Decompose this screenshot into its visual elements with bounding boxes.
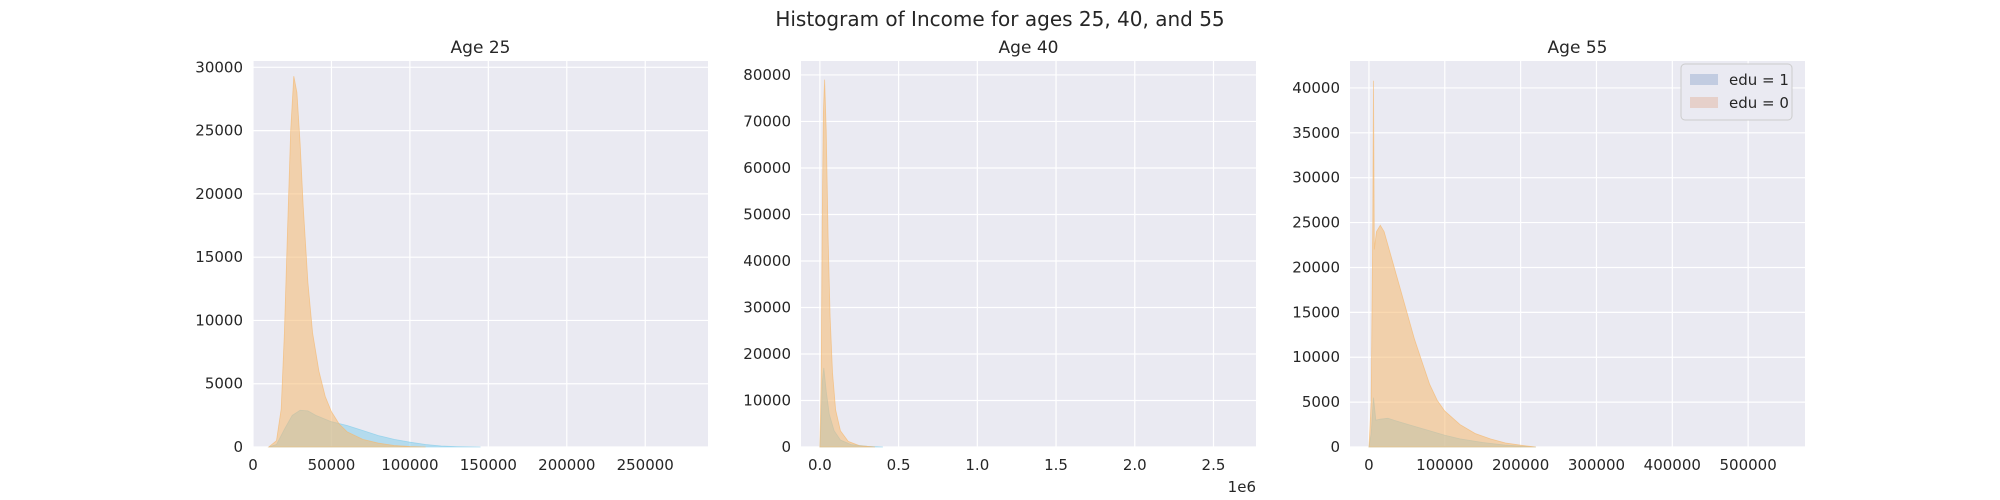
- plot-background: [801, 61, 1256, 447]
- panel-age-55: 0 100000 200000 300000 400000 500000 0 5000 1000…: [1292, 38, 1805, 474]
- x-tick-label: 250000: [617, 456, 674, 474]
- x-tick-label: 1.0: [965, 456, 989, 474]
- legend-box: [1680, 63, 1793, 121]
- y-tick-label: 50000: [743, 205, 791, 223]
- panel-age-25: 0 50000 100000 150000 200000 250000 0 5000 10000…: [195, 38, 708, 474]
- x-tick-label: 2.5: [1202, 456, 1226, 474]
- x-tick-label: 200000: [1492, 456, 1549, 474]
- legend-label-edu1: edu = 1: [1729, 71, 1789, 89]
- legend-swatch-edu0: [1690, 97, 1718, 108]
- y-tick-label: 10000: [743, 391, 791, 409]
- grid-lines: [252, 61, 708, 448]
- y-tick-label: 5000: [1302, 393, 1340, 411]
- y-tick-label: 25000: [195, 122, 243, 140]
- x-tick-label: 200000: [538, 456, 595, 474]
- x-tick-label: 500000: [1719, 456, 1776, 474]
- y-tick-label: 70000: [743, 112, 791, 130]
- y-tick-label: 30000: [743, 298, 791, 316]
- legend: edu = 1 edu = 0: [1680, 63, 1793, 121]
- x-tick-label: 2.0: [1123, 456, 1147, 474]
- panel-title: Age 55: [1548, 38, 1608, 58]
- y-tick-label: 30000: [195, 58, 243, 76]
- y-tick-label: 20000: [1292, 258, 1340, 276]
- histogram-edu0: [819, 79, 876, 448]
- x-tick-label: 150000: [460, 456, 517, 474]
- y-tick-label: 10000: [1292, 348, 1340, 366]
- panel-title: Age 40: [999, 38, 1059, 58]
- figure-suptitle: Histogram of Income for ages 25, 40, and…: [775, 7, 1224, 31]
- x-tick-label: 0: [248, 456, 258, 474]
- x-tick-label: 50000: [308, 456, 356, 474]
- x-tick-label: 1.5: [1044, 456, 1068, 474]
- y-tick-label: 0: [781, 438, 791, 456]
- x-tick-label: 0.5: [887, 456, 911, 474]
- y-tick-label: 30000: [1292, 169, 1340, 187]
- y-tick-label: 60000: [743, 159, 791, 177]
- y-tick-label: 15000: [1292, 303, 1340, 321]
- x-tick-label: 0: [1364, 456, 1374, 474]
- plot-background: [253, 61, 708, 447]
- y-tick-label: 35000: [1292, 124, 1340, 142]
- legend-swatch-edu1: [1690, 74, 1718, 85]
- panel-age-40: 0.0 0.5 1.0 1.5 2.0 2.5 0 10000 20000 30000 40000 5…: [743, 38, 1256, 496]
- y-tick-label: 20000: [195, 185, 243, 203]
- legend-label-edu0: edu = 0: [1729, 94, 1789, 112]
- grid-lines: [1350, 61, 1805, 448]
- y-tick-label: 40000: [1292, 79, 1340, 97]
- panel-title: Age 25: [451, 38, 511, 58]
- x-tick-label: 100000: [1416, 456, 1473, 474]
- y-tick-label: 0: [233, 438, 243, 456]
- y-tick-label: 25000: [1292, 214, 1340, 232]
- x-tick-label: 100000: [381, 456, 438, 474]
- x-offset-label: 1e6: [1228, 478, 1256, 496]
- y-tick-label: 5000: [205, 375, 243, 393]
- histogram-edu0: [1368, 80, 1536, 448]
- x-tick-label: 0.0: [808, 456, 832, 474]
- y-tick-label: 15000: [195, 248, 243, 266]
- y-tick-label: 40000: [743, 252, 791, 270]
- histogram-edu0: [267, 76, 426, 448]
- y-tick-label: 20000: [743, 345, 791, 363]
- x-tick-label: 300000: [1568, 456, 1625, 474]
- y-tick-label: 80000: [743, 66, 791, 84]
- y-tick-label: 0: [1330, 438, 1340, 456]
- grid-lines: [801, 61, 1256, 448]
- y-tick-label: 10000: [195, 311, 243, 329]
- x-tick-label: 400000: [1644, 456, 1701, 474]
